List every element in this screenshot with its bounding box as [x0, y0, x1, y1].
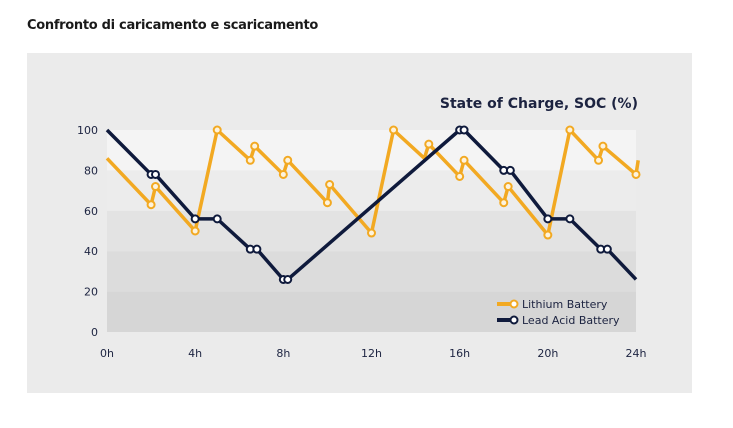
lead-acid-battery-point: [190, 214, 200, 224]
x-tick-label: 8h: [276, 347, 290, 360]
lithium-battery-point: [631, 169, 641, 179]
x-tick-label: 4h: [188, 347, 202, 360]
legend-item: Lead Acid Battery: [497, 314, 620, 327]
x-tick-label: 0h: [100, 347, 114, 360]
band-0-20: [107, 291, 636, 332]
lead-acid-battery-point: [602, 244, 612, 254]
y-tick-label: 60: [84, 205, 98, 218]
lithium-battery-point: [594, 155, 604, 165]
lead-acid-battery-point: [212, 214, 222, 224]
y-tick-label: 20: [84, 286, 98, 299]
lithium-battery-point: [424, 139, 434, 149]
x-tick-label: 12h: [361, 347, 382, 360]
legend-label: Lithium Battery: [522, 298, 608, 311]
lithium-battery-point: [455, 171, 465, 181]
legend-item: Lithium Battery: [497, 298, 608, 311]
y-tick-label: 80: [84, 164, 98, 177]
lithium-battery-point: [543, 230, 553, 240]
lithium-battery-point: [325, 180, 335, 190]
legend-marker-icon: [509, 299, 519, 309]
lithium-battery-point: [212, 125, 222, 135]
lithium-battery-point: [459, 155, 469, 165]
lead-acid-battery-point: [543, 214, 553, 224]
band-60-80: [107, 170, 636, 211]
lithium-battery-point: [322, 198, 332, 208]
series-lithium-battery: [105, 125, 641, 240]
page-title: Confronto di caricamento e scaricamento: [27, 18, 319, 33]
x-tick-label: 24h: [626, 347, 647, 360]
lithium-battery-point: [283, 155, 293, 165]
lithium-battery-point: [245, 155, 255, 165]
y-tick-label: 0: [91, 326, 98, 339]
band-20-40: [107, 251, 636, 292]
lead-acid-battery-line: [105, 128, 638, 282]
lead-acid-battery-point: [459, 125, 469, 135]
legend-marker-icon: [509, 315, 519, 325]
lead-acid-battery-point: [252, 244, 262, 254]
lithium-battery-point: [250, 141, 260, 151]
lithium-battery-point: [146, 200, 156, 210]
legend-label: Lead Acid Battery: [522, 314, 620, 327]
lead-acid-battery-point: [283, 274, 293, 284]
lithium-battery-point: [389, 125, 399, 135]
lithium-battery-point: [565, 125, 575, 135]
lead-acid-battery-point: [505, 165, 515, 175]
y-tick-label: 100: [77, 124, 98, 137]
lithium-battery-point: [278, 169, 288, 179]
lead-acid-battery-point: [565, 214, 575, 224]
lithium-battery-point: [499, 198, 509, 208]
x-tick-label: 16h: [449, 347, 470, 360]
series-lead-acid-battery: [105, 125, 638, 284]
x-tick-label: 20h: [537, 347, 558, 360]
y-tick-label: 40: [84, 245, 98, 258]
lithium-battery-point: [503, 182, 513, 192]
lithium-battery-point: [150, 182, 160, 192]
chart-title: State of Charge, SOC (%): [440, 96, 638, 112]
lithium-battery-point: [190, 226, 200, 236]
band-80-100: [107, 130, 636, 171]
lithium-battery-point: [598, 141, 608, 151]
lithium-battery-point: [367, 228, 376, 238]
lead-acid-battery-point: [150, 169, 160, 179]
